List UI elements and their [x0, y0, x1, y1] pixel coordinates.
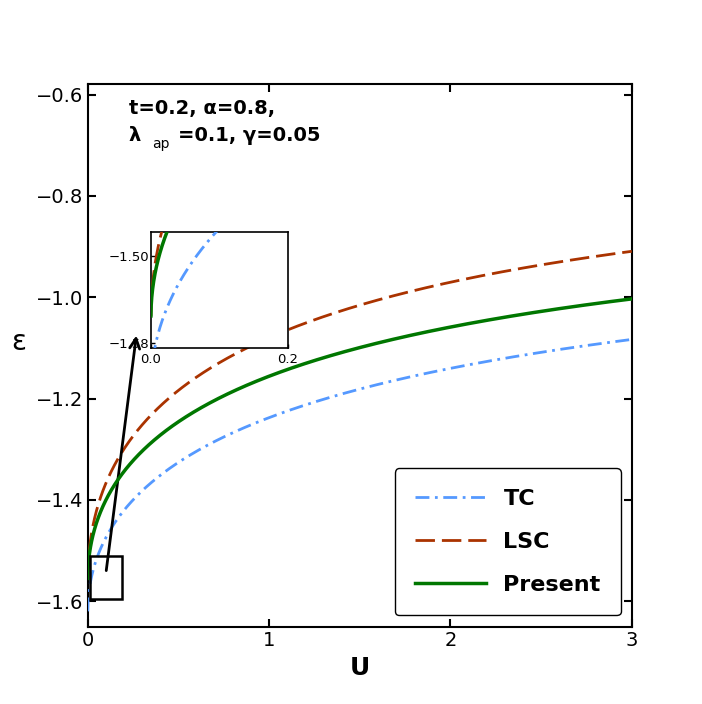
- Text: t=0.2, α=0.8,: t=0.2, α=0.8,: [128, 99, 274, 118]
- Legend: TC, LSC, Present: TC, LSC, Present: [395, 468, 621, 615]
- Bar: [91, 555, 122, 598]
- Y-axis label: ε: ε: [11, 327, 27, 356]
- Text: λ: λ: [128, 127, 141, 146]
- Text: ap: ap: [152, 137, 169, 151]
- Text: =0.1, γ=0.05: =0.1, γ=0.05: [178, 127, 320, 146]
- X-axis label: U: U: [350, 656, 370, 680]
